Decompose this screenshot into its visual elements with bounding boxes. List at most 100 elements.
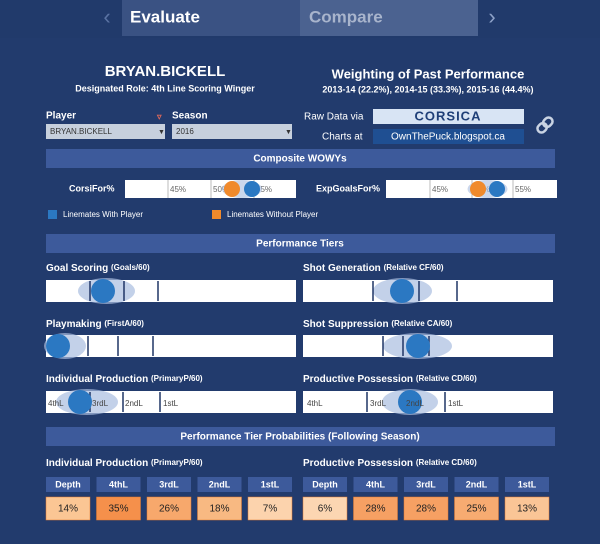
panel-title: Playmaking (FirstA/60)	[46, 319, 144, 330]
prob-value: 28%	[365, 504, 385, 515]
player-dropdown[interactable]	[46, 124, 165, 139]
title-main: Goal Scoring	[46, 263, 108, 274]
prob-header	[248, 477, 292, 492]
filter-label: Season	[172, 111, 208, 122]
prob-value: 35%	[108, 504, 128, 515]
wowy-without	[470, 181, 486, 197]
prob-header	[197, 477, 242, 492]
tier-label: 1stL	[448, 399, 464, 408]
weighting-detail: 2013-14 (22.2%), 2014-15 (33.3%), 2015-1…	[322, 84, 533, 94]
prob-value: 13%	[517, 504, 537, 515]
filter-icon[interactable]: ▿	[156, 111, 162, 121]
prob-cell	[197, 496, 242, 521]
section-title: Performance Tier Probabilities (Followin…	[180, 432, 419, 443]
panel-title: Productive Possession (Relative CD/60)	[303, 374, 477, 385]
tier-label: 1stL	[163, 399, 179, 408]
title-main: Shot Generation	[303, 263, 381, 274]
prob-value: 28%	[416, 504, 436, 515]
link-icon[interactable]	[536, 116, 554, 134]
tab-label[interactable]: Evaluate	[130, 7, 200, 26]
prob-header	[404, 477, 448, 492]
season-dropdown[interactable]	[172, 124, 292, 139]
tab-compare[interactable]	[300, 0, 478, 36]
corsica-text[interactable]: CORSICA	[415, 108, 482, 123]
title-unit: (Goals/60)	[111, 263, 150, 272]
prob-value: 14%	[58, 504, 78, 515]
wowy-tick-label: 45%	[170, 185, 186, 194]
source-label: Raw Data via	[304, 112, 364, 123]
dropdown-value[interactable]: 2016	[176, 127, 194, 136]
prob-cell	[454, 496, 499, 521]
title-unit: (Relative CA/60)	[391, 319, 452, 328]
prob-header-label: 1stL	[518, 479, 537, 489]
title-main: Productive Possession	[303, 458, 413, 469]
player-role: Designated Role: 4th Line Scoring Winger	[75, 83, 255, 93]
dropdown-value[interactable]: BRYAN.BICKELL	[50, 127, 113, 136]
tier-marker	[46, 334, 70, 358]
wowy-with	[244, 181, 260, 197]
corsica-logo[interactable]	[373, 109, 524, 124]
tier-marker	[68, 390, 92, 414]
prob-header-label: Depth	[55, 479, 81, 489]
wowy-tick-label: 55%	[256, 185, 272, 194]
prob-header	[505, 477, 549, 492]
prob-cell	[247, 496, 293, 521]
legend-swatch	[48, 210, 57, 219]
wowy-without	[224, 181, 240, 197]
tier-marker	[398, 390, 422, 414]
prob-value: 26%	[159, 504, 179, 515]
prob-header	[147, 477, 191, 492]
next-arrow[interactable]: ›	[488, 4, 495, 29]
dropdown-caret[interactable]: ▼	[158, 129, 165, 136]
title-main: Playmaking	[46, 319, 102, 330]
tab-label[interactable]: Compare	[309, 7, 383, 26]
tier-label: 4thL	[48, 399, 64, 408]
tier-label: 3rdL	[92, 399, 109, 408]
section-header	[46, 427, 555, 446]
prob-header-label: 2ndL	[209, 479, 231, 489]
tier-marker	[406, 334, 430, 358]
section-header	[46, 234, 555, 253]
legend-swatch	[212, 210, 221, 219]
dropdown-caret[interactable]: ▼	[285, 129, 292, 136]
blog-text[interactable]: OwnThePuck.blogspot.ca	[391, 132, 505, 143]
tier-label: 2ndL	[406, 399, 424, 408]
prob-value: 25%	[466, 504, 486, 515]
title-unit: (Relative CF/60)	[384, 263, 444, 272]
prob-header-label: 4thL	[109, 479, 129, 489]
prob-header-label: 3rdL	[159, 479, 179, 489]
title-main: Individual Production	[46, 458, 148, 469]
prob-header	[303, 477, 347, 492]
panel-title: Shot Suppression (Relative CA/60)	[303, 319, 453, 330]
prob-value: 6%	[318, 504, 333, 515]
prob-cell	[353, 496, 398, 521]
prob-header-label: 1stL	[261, 479, 280, 489]
prob-cell	[45, 496, 91, 521]
wowy-label: CorsiFor%	[69, 183, 115, 193]
panel-title: Individual Production (PrimaryP/60)	[46, 374, 203, 385]
filter-label: Player	[46, 111, 76, 122]
prev-arrow[interactable]: ‹	[103, 4, 110, 29]
section-title: Composite WOWYs	[253, 154, 347, 165]
panel-title: Goal Scoring (Goals/60)	[46, 263, 150, 274]
blog-link[interactable]	[373, 129, 524, 144]
player-name: BRYAN.BICKELL	[105, 63, 226, 80]
title-main: Individual Production	[46, 374, 148, 385]
section-header	[46, 149, 555, 168]
tab-evaluate[interactable]	[122, 0, 300, 36]
prob-cell	[403, 496, 449, 521]
title-main: Productive Possession	[303, 374, 413, 385]
title-unit: (Relative CD/60)	[416, 374, 477, 383]
prob-cell	[96, 496, 141, 521]
tier-label: 3rdL	[370, 399, 387, 408]
title-unit: (PrimaryP/60)	[151, 374, 203, 383]
prob-cell	[302, 496, 348, 521]
prob-header	[46, 477, 90, 492]
prob-header-label: Depth	[312, 479, 338, 489]
prob-header	[96, 477, 141, 492]
legend-label: Linemates Without Player	[227, 210, 318, 219]
prob-header	[353, 477, 398, 492]
title-unit: (PrimaryP/60)	[151, 458, 203, 467]
panel-title: Shot Generation (Relative CF/60)	[303, 263, 444, 274]
